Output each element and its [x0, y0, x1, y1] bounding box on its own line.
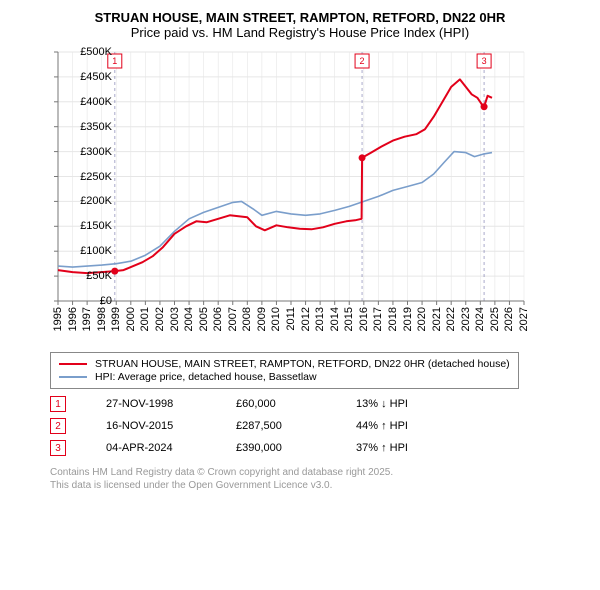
- ytick-label: £300K: [70, 146, 112, 158]
- xtick-label: 2013: [314, 307, 326, 331]
- event-row-date: 27-NOV-1998: [106, 398, 196, 410]
- footnote-line-2: This data is licensed under the Open Gov…: [50, 480, 586, 493]
- legend-row: HPI: Average price, detached house, Bass…: [59, 371, 510, 383]
- xtick-label: 2026: [503, 307, 515, 331]
- xtick-label: 2027: [518, 307, 530, 331]
- legend-label: STRUAN HOUSE, MAIN STREET, RAMPTON, RETF…: [95, 358, 510, 370]
- legend-row: STRUAN HOUSE, MAIN STREET, RAMPTON, RETF…: [59, 358, 510, 370]
- data-attribution: Contains HM Land Registry data © Crown c…: [50, 467, 586, 492]
- xtick-label: 2002: [154, 307, 166, 331]
- chart-title-block: STRUAN HOUSE, MAIN STREET, RAMPTON, RETF…: [10, 10, 590, 40]
- xtick-label: 2024: [474, 307, 486, 331]
- ytick-label: £500K: [70, 46, 112, 58]
- event-markers-table: 1 27-NOV-1998 £60,000 13% ↓ HPI 2 16-NOV-2015…: [50, 393, 586, 459]
- event-row-badge: 2: [50, 418, 66, 434]
- ytick-label: £100K: [70, 245, 112, 257]
- xtick-label: 1998: [96, 307, 108, 331]
- event-row-price: £60,000: [236, 398, 316, 410]
- event-row-delta: 37% ↑ HPI: [356, 442, 446, 454]
- xtick-label: 2011: [285, 307, 297, 331]
- ytick-label: £450K: [70, 71, 112, 83]
- xtick-label: 2021: [431, 307, 443, 331]
- event-row-badge: 3: [50, 440, 66, 456]
- xtick-label: 2014: [329, 307, 341, 331]
- xtick-label: 2008: [241, 307, 253, 331]
- legend-swatch: [59, 376, 87, 378]
- event-dot-3: [481, 103, 488, 110]
- xtick-label: 2016: [358, 307, 370, 331]
- event-badge-num-1: 1: [112, 56, 117, 66]
- xtick-label: 2020: [416, 307, 428, 331]
- xtick-label: 1997: [81, 307, 93, 331]
- ytick-label: £350K: [70, 121, 112, 133]
- xtick-label: 1999: [110, 307, 122, 331]
- ytick-label: £150K: [70, 220, 112, 232]
- xtick-label: 1996: [67, 307, 79, 331]
- event-row-price: £287,500: [236, 420, 316, 432]
- xtick-label: 2004: [183, 307, 195, 331]
- ytick-label: £50K: [70, 270, 112, 282]
- xtick-label: 2019: [402, 307, 414, 331]
- xtick-label: 2023: [460, 307, 472, 331]
- xtick-label: 2017: [372, 307, 384, 331]
- event-row: 1 27-NOV-1998 £60,000 13% ↓ HPI: [50, 393, 586, 415]
- event-dot-2: [359, 154, 366, 161]
- legend-label: HPI: Average price, detached house, Bass…: [95, 371, 317, 383]
- event-row-delta: 13% ↓ HPI: [356, 398, 446, 410]
- xtick-label: 2009: [256, 307, 268, 331]
- footnote-line-1: Contains HM Land Registry data © Crown c…: [50, 467, 586, 480]
- event-row: 3 04-APR-2024 £390,000 37% ↑ HPI: [50, 437, 586, 459]
- xtick-label: 2018: [387, 307, 399, 331]
- price-chart: 1 2 3 £0 £50K £100K £150K £200K £250K £300K £350K £…: [10, 46, 590, 346]
- ytick-label: £250K: [70, 171, 112, 183]
- event-badge-num-3: 3: [482, 56, 487, 66]
- xtick-label: 2022: [445, 307, 457, 331]
- event-row-price: £390,000: [236, 442, 316, 454]
- event-badge-num-2: 2: [360, 56, 365, 66]
- xtick-label: 1995: [52, 307, 64, 331]
- xtick-label: 2025: [489, 307, 501, 331]
- xtick-label: 2005: [198, 307, 210, 331]
- legend-swatch: [59, 363, 87, 365]
- event-row: 2 16-NOV-2015 £287,500 44% ↑ HPI: [50, 415, 586, 437]
- xtick-label: 2003: [169, 307, 181, 331]
- event-row-date: 16-NOV-2015: [106, 420, 196, 432]
- xtick-label: 2007: [227, 307, 239, 331]
- xtick-label: 2015: [343, 307, 355, 331]
- ytick-label: £0: [70, 295, 112, 307]
- xtick-label: 2000: [125, 307, 137, 331]
- title-line-2: Price paid vs. HM Land Registry's House …: [10, 25, 590, 40]
- xtick-label: 2012: [300, 307, 312, 331]
- title-line-1: STRUAN HOUSE, MAIN STREET, RAMPTON, RETF…: [10, 10, 590, 25]
- event-row-delta: 44% ↑ HPI: [356, 420, 446, 432]
- xtick-label: 2001: [139, 307, 151, 331]
- xtick-label: 2010: [270, 307, 282, 331]
- event-dot-1: [111, 268, 118, 275]
- ytick-label: £400K: [70, 96, 112, 108]
- ytick-label: £200K: [70, 195, 112, 207]
- event-row-badge: 1: [50, 396, 66, 412]
- event-row-date: 04-APR-2024: [106, 442, 196, 454]
- xtick-label: 2006: [212, 307, 224, 331]
- chart-legend: STRUAN HOUSE, MAIN STREET, RAMPTON, RETF…: [50, 352, 519, 389]
